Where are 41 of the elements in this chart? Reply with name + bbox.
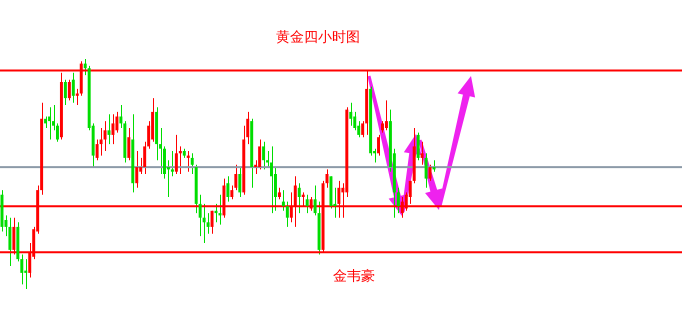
candlestick — [420, 141, 424, 166]
candlestick — [178, 146, 182, 174]
candlestick — [174, 134, 178, 174]
candlestick — [282, 190, 285, 212]
candlestick — [218, 194, 222, 226]
candlestick — [377, 134, 380, 156]
candlestick — [262, 141, 266, 170]
candlestick — [258, 139, 262, 170]
candlestick — [111, 114, 114, 145]
candlestick — [24, 258, 28, 290]
candlestick — [108, 114, 110, 145]
candlestick — [396, 187, 400, 214]
candlestick — [238, 166, 242, 198]
candlestick — [44, 116, 48, 128]
candlestick — [424, 152, 428, 188]
candlestick — [72, 72, 75, 104]
candlestick — [226, 176, 230, 202]
candlestick — [64, 79, 67, 106]
candlestick — [182, 148, 186, 158]
candlestick — [127, 128, 130, 161]
candlestick — [428, 164, 432, 182]
candlestick — [48, 106, 52, 140]
candlestick — [8, 217, 12, 266]
candlestick — [96, 139, 99, 161]
candlestick — [186, 150, 190, 172]
candlestick — [306, 194, 309, 214]
candlestick — [286, 201, 289, 228]
candlestick — [416, 132, 420, 161]
chart-title: 黄金四小时图 — [276, 30, 360, 46]
candlestick — [76, 88, 79, 106]
candlestick — [349, 102, 352, 126]
candlestick — [278, 187, 281, 200]
candlestick — [270, 146, 273, 214]
candlestick — [384, 100, 388, 131]
candlestick — [210, 210, 214, 234]
candlestick — [381, 120, 384, 134]
annotation: 金韦豪 — [333, 268, 375, 285]
candlestick — [104, 120, 107, 152]
candlestick — [100, 128, 103, 156]
candlestick — [68, 79, 71, 101]
candlestick — [432, 160, 436, 172]
